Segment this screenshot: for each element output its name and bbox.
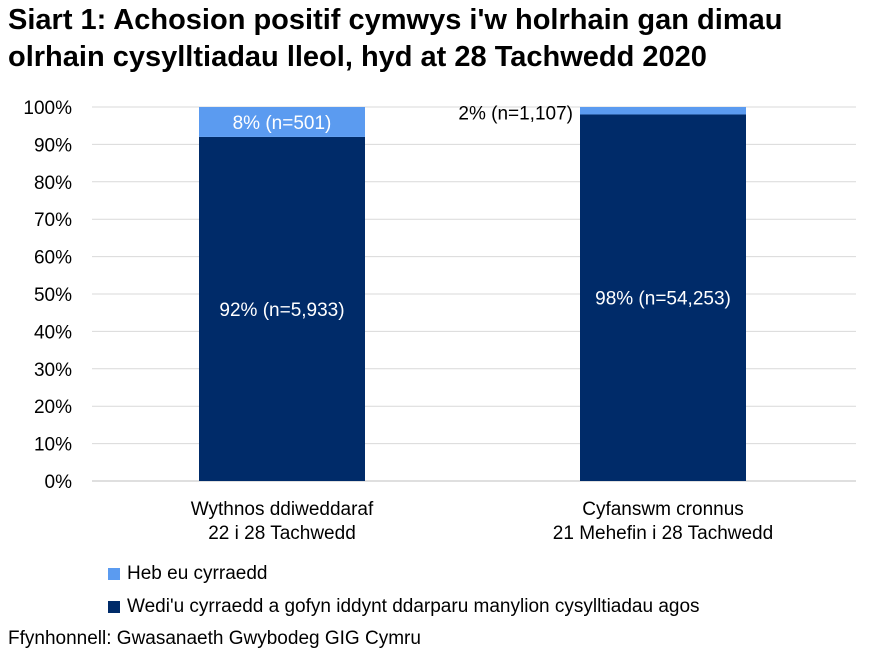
y-tick-label: 20% [34, 397, 72, 418]
y-tick-label: 70% [34, 210, 72, 231]
y-tick-label: 0% [45, 472, 73, 493]
legend-label-not-reached: Heb eu cyrraedd [127, 563, 268, 584]
bar-segment-not-reached [199, 107, 365, 137]
y-tick-label: 90% [34, 135, 72, 156]
legend-swatch-reached [108, 601, 120, 613]
x-category-label: 22 i 28 Tachwedd [208, 523, 356, 544]
chart-title-line-2: olrhain cysylltiadau lleol, hyd at 28 Ta… [8, 41, 707, 73]
bars [199, 107, 746, 482]
source-note: Ffynhonnell: Gwasanaeth Gwybodeg GIG Cym… [8, 628, 421, 649]
y-tick-label: 50% [34, 285, 72, 306]
y-tick-label: 30% [34, 360, 72, 381]
data-label: 2% (n=1,107) [458, 104, 573, 125]
x-category-label: 21 Mehefin i 28 Tachwedd [553, 523, 773, 544]
y-axis-ticks: 0% 10% 20% 30% 40% 50% 60% 70% 80% 90% 100% [23, 98, 72, 493]
data-label: 92% (n=5,933) [219, 300, 344, 321]
legend-swatch-not-reached [108, 568, 120, 580]
data-labels: 92% (n=5,933) 8% (n=501) 98% (n=54,253) 2% … [219, 104, 730, 321]
data-label: 98% (n=54,253) [595, 289, 731, 310]
x-category-label: Cyfanswm cronnus [582, 499, 744, 520]
x-category-label: Wythnos ddiweddaraf [191, 499, 374, 520]
y-tick-label: 10% [34, 435, 72, 456]
y-tick-label: 40% [34, 322, 72, 343]
y-tick-label: 60% [34, 248, 72, 269]
bar-segment-reached [199, 136, 365, 482]
x-axis-labels: Wythnos ddiweddaraf 22 i 28 Tachwedd Cyfan… [191, 499, 773, 544]
chart-title-line-1: Siart 1: Achosion positif cymwys i'w hol… [8, 4, 783, 36]
chart-title: Siart 1: Achosion positif cymwys i'w hol… [8, 2, 874, 76]
bar-segment-reached [580, 114, 746, 481]
legend-label-reached: Wedi'u cyrraedd a gofyn iddynt ddarparu … [127, 596, 700, 617]
data-label: 8% (n=501) [233, 113, 332, 134]
y-tick-label: 100% [23, 98, 72, 119]
bar-segment-not-reached [580, 107, 746, 115]
y-tick-label: 80% [34, 173, 72, 194]
